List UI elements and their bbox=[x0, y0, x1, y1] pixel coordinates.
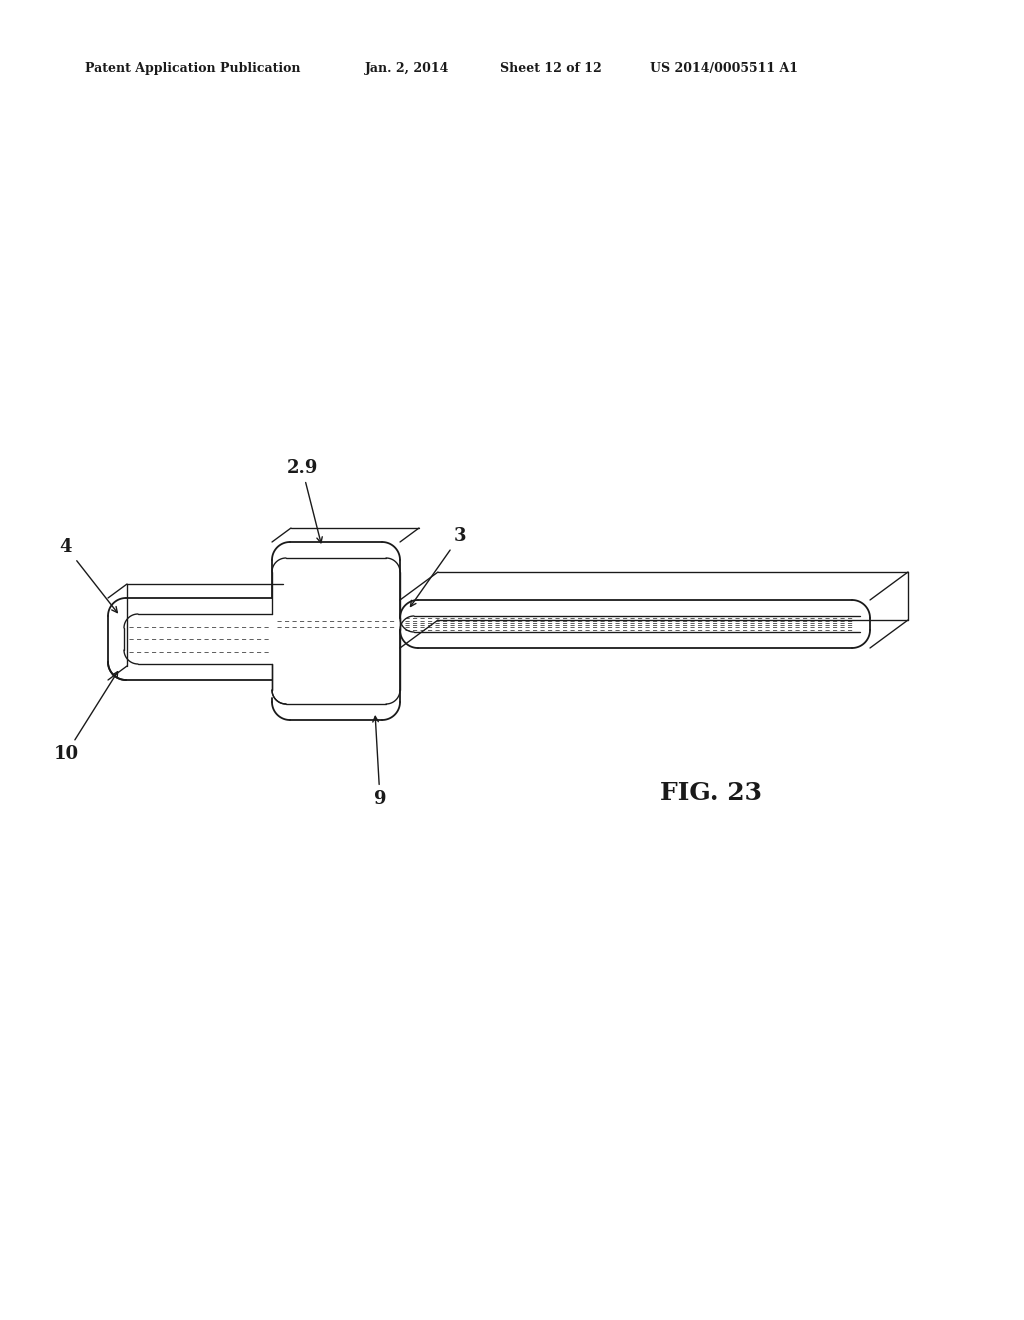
Text: Patent Application Publication: Patent Application Publication bbox=[85, 62, 300, 75]
Text: 9: 9 bbox=[373, 717, 386, 808]
Text: 4: 4 bbox=[59, 539, 118, 612]
Text: FIG. 23: FIG. 23 bbox=[660, 781, 762, 805]
Text: 2.9: 2.9 bbox=[287, 459, 323, 543]
Text: Sheet 12 of 12: Sheet 12 of 12 bbox=[500, 62, 602, 75]
Text: 3: 3 bbox=[411, 527, 466, 606]
Text: 10: 10 bbox=[53, 672, 118, 763]
Text: Jan. 2, 2014: Jan. 2, 2014 bbox=[365, 62, 450, 75]
Text: US 2014/0005511 A1: US 2014/0005511 A1 bbox=[650, 62, 798, 75]
